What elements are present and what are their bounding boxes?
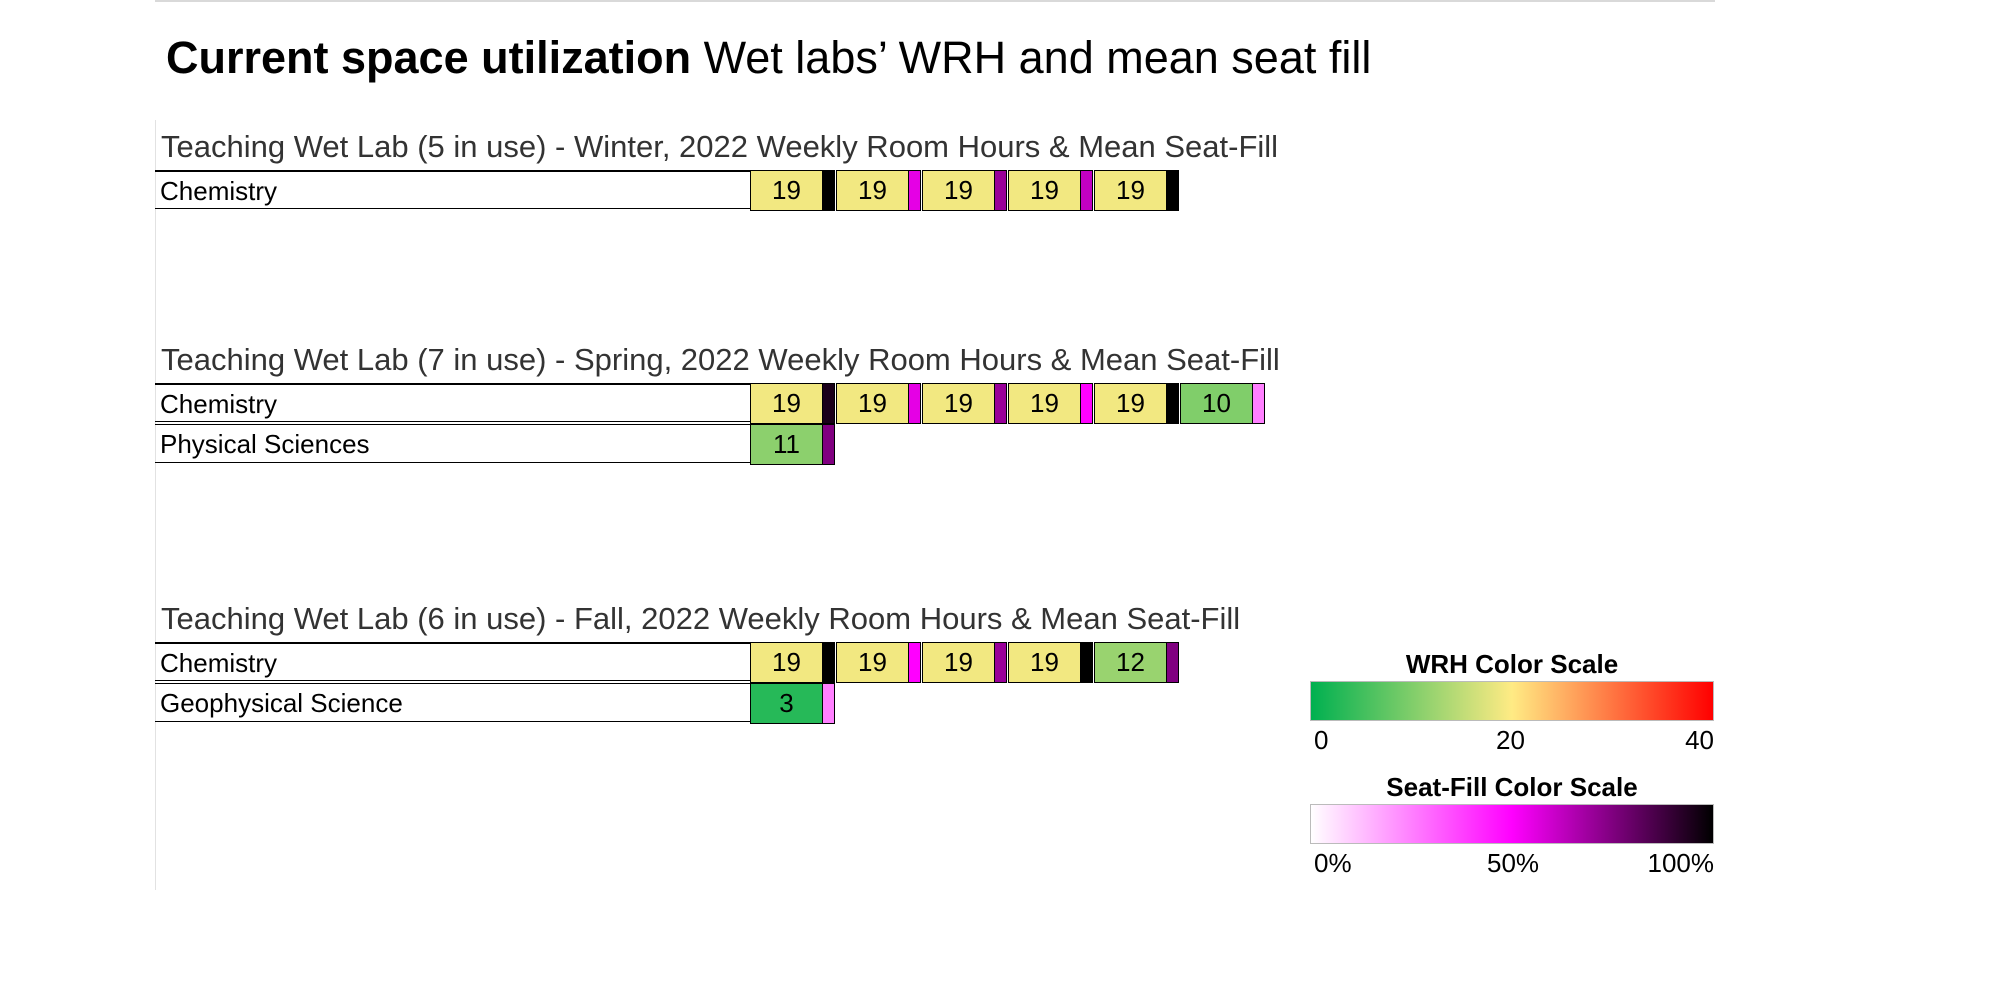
- seat-fill-marker: [1166, 383, 1179, 424]
- seat-fill-marker: [1080, 170, 1093, 211]
- wrh-cell: 19: [922, 170, 995, 211]
- wrh-cell: 19: [750, 170, 823, 211]
- seat-fill-tick-min: 0%: [1314, 848, 1352, 878]
- seat-fill-legend: Seat-Fill Color Scale 0% 50% 100%: [1310, 770, 1714, 880]
- table-row: Chemistry 19 19 19 19 19: [155, 170, 1278, 211]
- wrh-legend: WRH Color Scale 0 20 40: [1310, 647, 1714, 757]
- wrh-gradient-bar: [1310, 681, 1714, 721]
- seat-fill-marker: [822, 683, 835, 724]
- row-label: Chemistry: [155, 642, 751, 681]
- wrh-cell: 19: [750, 383, 823, 424]
- top-rule: [155, 0, 1715, 2]
- wrh-legend-ticks: 0 20 40: [1310, 721, 1714, 757]
- seat-fill-marker: [1080, 383, 1093, 424]
- page-title-rest: Wet labs’ WRH and mean seat fill: [703, 32, 1372, 83]
- seat-fill-gradient-bar: [1310, 804, 1714, 844]
- table-row: Chemistry 19 19 19 19 19 10: [155, 383, 1280, 424]
- row-label: Chemistry: [155, 383, 751, 422]
- table-row: Chemistry 19 19 19 19 12: [155, 642, 1240, 683]
- seat-fill-marker: [1166, 642, 1179, 683]
- seat-fill-marker: [994, 383, 1007, 424]
- seat-fill-marker: [994, 170, 1007, 211]
- wrh-tick-max: 40: [1685, 725, 1714, 755]
- section-title: Teaching Wet Lab (5 in use) - Winter, 20…: [161, 129, 1279, 164]
- wrh-cell: 19: [836, 383, 909, 424]
- seat-fill-marker: [908, 642, 921, 683]
- row-label: Chemistry: [155, 170, 751, 209]
- wrh-cell: 19: [836, 642, 909, 683]
- winter-section: Teaching Wet Lab (5 in use) - Winter, 20…: [155, 124, 1278, 211]
- wrh-cell: 19: [922, 642, 995, 683]
- wrh-cell: 19: [1008, 383, 1081, 424]
- left-rule: [155, 120, 156, 890]
- seat-fill-legend-ticks: 0% 50% 100%: [1310, 844, 1714, 880]
- wrh-cell: 19: [1008, 642, 1081, 683]
- seat-fill-marker: [1080, 642, 1093, 683]
- table-row: Geophysical Science 3: [155, 683, 1240, 724]
- wrh-cell: 10: [1180, 383, 1253, 424]
- section-rows: Chemistry 19 19 19 19 19: [155, 170, 1278, 211]
- wrh-tick-mid: 20: [1496, 725, 1525, 755]
- section-rows: Chemistry 19 19 19 19 12 Geophysical Science 3: [155, 642, 1240, 724]
- row-label: Geophysical Science: [155, 683, 751, 722]
- section-title: Teaching Wet Lab (6 in use) - Fall, 2022…: [161, 601, 1241, 636]
- seat-fill-marker: [994, 642, 1007, 683]
- seat-fill-marker: [1252, 383, 1265, 424]
- seat-fill-marker: [822, 642, 835, 683]
- seat-fill-tick-mid: 50%: [1487, 848, 1540, 878]
- spring-section: Teaching Wet Lab (7 in use) - Spring, 20…: [155, 337, 1280, 465]
- wrh-tick-min: 0: [1314, 725, 1329, 755]
- table-row: Physical Sciences 11: [155, 424, 1280, 465]
- wrh-cell: 12: [1094, 642, 1167, 683]
- wrh-cell: 19: [1008, 170, 1081, 211]
- seat-fill-marker: [822, 424, 835, 465]
- seat-fill-marker: [908, 170, 921, 211]
- section-title: Teaching Wet Lab (7 in use) - Spring, 20…: [161, 342, 1280, 377]
- section-rows: Chemistry 19 19 19 19 19 10 Physical Sciences 11: [155, 383, 1280, 465]
- seat-fill-marker: [908, 383, 921, 424]
- seat-fill-legend-title: Seat-Fill Color Scale: [1386, 772, 1638, 802]
- seat-fill-tick-max: 100%: [1647, 848, 1715, 878]
- page-title-bold: Current space utilization: [166, 32, 692, 83]
- seat-fill-marker: [1166, 170, 1179, 211]
- page-title: Current space utilization Wet labs’ WRH …: [166, 32, 1371, 84]
- wrh-cell: 19: [836, 170, 909, 211]
- wrh-cell: 19: [922, 383, 995, 424]
- wrh-cell: 19: [1094, 383, 1167, 424]
- row-label: Physical Sciences: [155, 424, 751, 463]
- wrh-cell: 19: [1094, 170, 1167, 211]
- fall-section: Teaching Wet Lab (6 in use) - Fall, 2022…: [155, 596, 1240, 724]
- seat-fill-marker: [822, 383, 835, 424]
- wrh-cell: 11: [750, 424, 823, 465]
- wrh-legend-title: WRH Color Scale: [1405, 649, 1619, 679]
- wrh-cell: 3: [750, 683, 823, 724]
- wrh-cell: 19: [750, 642, 823, 683]
- seat-fill-marker: [822, 170, 835, 211]
